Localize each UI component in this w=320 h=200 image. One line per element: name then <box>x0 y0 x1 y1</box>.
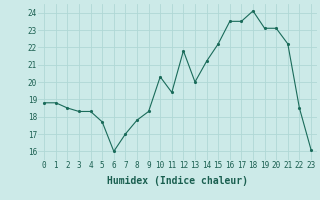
X-axis label: Humidex (Indice chaleur): Humidex (Indice chaleur) <box>107 176 248 186</box>
